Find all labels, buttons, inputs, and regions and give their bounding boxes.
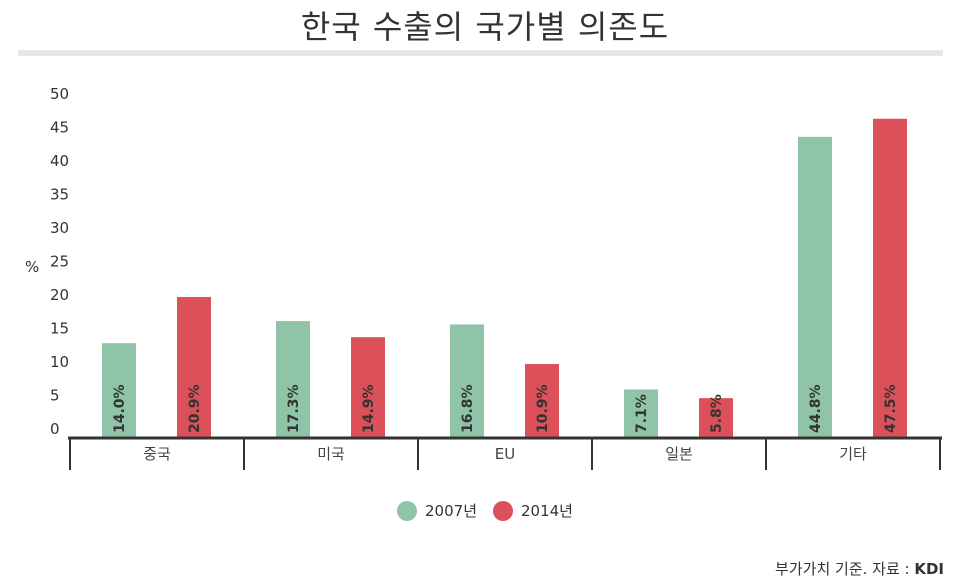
- y-tick-label: 40: [50, 152, 69, 170]
- category-label: 미국: [317, 445, 345, 463]
- legend-label-2007: 2007년: [425, 502, 477, 520]
- bar: [525, 363, 559, 437]
- legend-swatch-2007: [397, 500, 418, 521]
- bar: [102, 343, 136, 437]
- source-prefix: 부가가치 기준. 자료 :: [775, 560, 915, 578]
- data-label: 14.0%: [112, 384, 128, 433]
- y-tick-label: 30: [50, 219, 69, 237]
- bar: [873, 118, 907, 437]
- data-label: 17.3%: [286, 384, 302, 433]
- data-label: 14.9%: [361, 384, 377, 433]
- legend-item-2014: 2014년: [493, 500, 573, 521]
- data-label: 47.5%: [883, 384, 899, 433]
- y-tick-label: 10: [50, 353, 69, 371]
- category-labels: 중국 미국 EU 일본 기타: [143, 445, 867, 463]
- legend-label-2014: 2014년: [521, 502, 573, 520]
- chart-title: 한국 수출의 국가별 의존도: [300, 8, 670, 46]
- bars-group: 14.0% 20.9% 17.3% 14.9% 16.8% 10.9% 7.1% 5.8% 44…: [102, 118, 907, 437]
- y-tick-label: 25: [50, 253, 69, 271]
- y-tick-label: 0: [50, 420, 60, 438]
- x-axis: [68, 436, 942, 470]
- bar: [699, 398, 733, 437]
- legend: 2007년 2014년: [0, 500, 970, 521]
- bar: [351, 337, 385, 437]
- bar: [798, 136, 832, 437]
- title-divider: [18, 50, 943, 56]
- y-tick-label: 35: [50, 186, 69, 204]
- category-label: 일본: [665, 445, 693, 463]
- data-label: 10.9%: [535, 384, 551, 433]
- legend-swatch-2014: [493, 500, 513, 521]
- y-tick-label: 15: [50, 320, 69, 338]
- source-name: KDI: [914, 560, 944, 578]
- bar: [177, 296, 211, 437]
- bar: [624, 389, 658, 437]
- bar: [276, 321, 310, 437]
- data-label: 5.8%: [709, 394, 725, 433]
- data-label: 44.8%: [808, 384, 824, 433]
- category-label: 중국: [143, 445, 171, 463]
- bar: [450, 324, 484, 437]
- data-label: 16.8%: [460, 384, 476, 433]
- y-tick-label: 50: [50, 85, 69, 103]
- category-label: 기타: [839, 445, 867, 463]
- data-label: 7.1%: [634, 394, 650, 433]
- data-label: 20.9%: [187, 384, 203, 433]
- source-note: 부가가치 기준. 자료 : KDI: [775, 558, 944, 579]
- y-tick-label: 20: [50, 286, 69, 304]
- y-tick-label: 5: [50, 387, 60, 405]
- y-axis-label: %: [25, 258, 39, 276]
- legend-item-2007: 2007년: [397, 500, 477, 521]
- category-label: EU: [495, 445, 515, 463]
- y-tick-label: 45: [50, 119, 69, 137]
- y-axis-ticks: 0 5 10 15 20 25 30 35 40 45 50: [50, 85, 69, 438]
